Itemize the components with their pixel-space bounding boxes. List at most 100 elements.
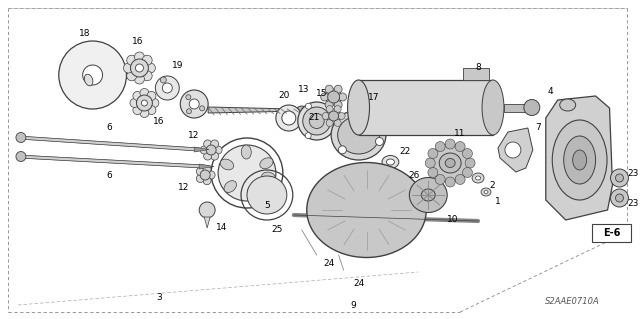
Ellipse shape	[481, 188, 491, 196]
Circle shape	[130, 99, 139, 108]
Polygon shape	[18, 155, 204, 168]
Circle shape	[203, 177, 211, 185]
Ellipse shape	[262, 172, 275, 182]
Circle shape	[321, 93, 329, 101]
Ellipse shape	[220, 159, 234, 170]
Circle shape	[339, 93, 347, 101]
Circle shape	[127, 71, 137, 81]
Text: 23: 23	[628, 198, 639, 207]
Circle shape	[189, 99, 199, 109]
Circle shape	[334, 101, 342, 109]
Circle shape	[161, 77, 166, 83]
Ellipse shape	[482, 80, 504, 135]
Text: 13: 13	[298, 85, 310, 94]
Ellipse shape	[524, 100, 540, 115]
Circle shape	[505, 142, 521, 158]
Polygon shape	[204, 217, 210, 228]
Text: 8: 8	[475, 63, 481, 72]
Circle shape	[142, 55, 152, 65]
Ellipse shape	[282, 111, 296, 125]
Text: 4: 4	[548, 87, 554, 97]
Text: E-6: E-6	[603, 228, 620, 238]
Polygon shape	[498, 128, 533, 172]
Text: 6: 6	[107, 123, 113, 132]
Circle shape	[163, 83, 172, 93]
Ellipse shape	[552, 120, 607, 200]
Circle shape	[325, 101, 333, 109]
Ellipse shape	[560, 99, 575, 111]
Ellipse shape	[564, 136, 596, 184]
Text: 21: 21	[308, 113, 319, 122]
Circle shape	[616, 194, 623, 202]
Text: 19: 19	[172, 62, 183, 70]
Ellipse shape	[439, 153, 461, 173]
Text: 3: 3	[156, 293, 162, 302]
Bar	[504, 103, 532, 112]
Circle shape	[465, 158, 475, 168]
Circle shape	[133, 106, 142, 115]
Ellipse shape	[298, 102, 335, 140]
Text: 12: 12	[177, 182, 189, 191]
Circle shape	[214, 146, 222, 154]
Ellipse shape	[476, 176, 481, 180]
Circle shape	[455, 142, 465, 152]
Text: 20: 20	[278, 92, 289, 100]
Ellipse shape	[224, 181, 237, 192]
Circle shape	[211, 140, 219, 148]
Circle shape	[211, 152, 219, 160]
Polygon shape	[18, 136, 199, 151]
Circle shape	[616, 174, 623, 182]
Circle shape	[334, 85, 342, 93]
Circle shape	[200, 106, 205, 111]
Ellipse shape	[247, 186, 257, 200]
Circle shape	[207, 171, 215, 179]
Circle shape	[136, 64, 143, 72]
Text: 15: 15	[316, 88, 328, 98]
Circle shape	[204, 152, 212, 160]
Circle shape	[140, 88, 149, 98]
Circle shape	[322, 113, 329, 120]
Text: S2AAE0710A: S2AAE0710A	[545, 298, 600, 307]
Circle shape	[203, 165, 211, 173]
Circle shape	[204, 140, 212, 148]
Ellipse shape	[472, 173, 484, 183]
Circle shape	[206, 145, 216, 155]
Bar	[358, 80, 493, 135]
Circle shape	[186, 95, 191, 100]
Circle shape	[435, 174, 445, 184]
Circle shape	[142, 71, 152, 81]
Text: 26: 26	[408, 170, 420, 180]
Circle shape	[463, 149, 472, 159]
Text: 5: 5	[264, 201, 270, 210]
Ellipse shape	[348, 80, 369, 135]
Ellipse shape	[84, 74, 93, 86]
Circle shape	[141, 100, 147, 106]
Bar	[463, 68, 489, 80]
Ellipse shape	[392, 173, 405, 183]
Polygon shape	[199, 164, 214, 169]
Circle shape	[334, 119, 341, 126]
Circle shape	[196, 174, 204, 182]
Circle shape	[147, 92, 156, 100]
Circle shape	[376, 137, 383, 145]
Circle shape	[124, 63, 134, 73]
Ellipse shape	[326, 109, 340, 123]
Ellipse shape	[387, 159, 394, 165]
Ellipse shape	[396, 176, 401, 180]
Text: 22: 22	[400, 147, 411, 157]
Text: 16: 16	[152, 116, 164, 125]
Circle shape	[331, 118, 337, 124]
Circle shape	[350, 109, 358, 117]
Ellipse shape	[180, 90, 208, 118]
Ellipse shape	[309, 114, 324, 129]
Circle shape	[186, 109, 191, 114]
Ellipse shape	[276, 105, 302, 131]
Text: 24: 24	[323, 258, 334, 268]
Text: 25: 25	[271, 226, 283, 234]
Circle shape	[134, 74, 145, 84]
Circle shape	[200, 146, 208, 154]
Polygon shape	[194, 147, 209, 152]
Text: 14: 14	[216, 224, 228, 233]
Text: 24: 24	[353, 278, 364, 287]
Circle shape	[305, 103, 312, 109]
